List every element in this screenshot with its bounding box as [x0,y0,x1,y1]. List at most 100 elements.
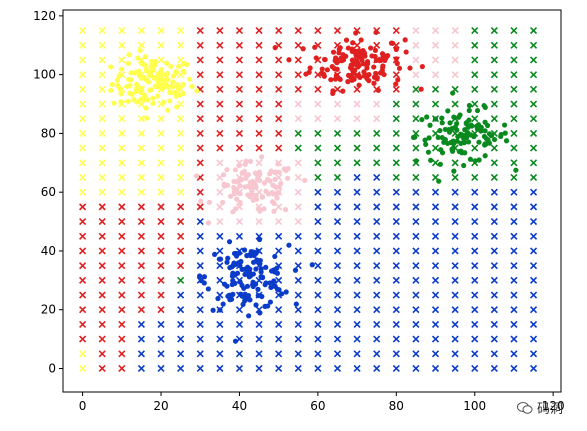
grid-marker [451,173,459,182]
cluster-point-yellow [167,98,173,104]
cluster-point-green [478,128,484,134]
grid-marker [79,129,87,137]
grid-marker [255,85,263,93]
grid-marker [373,159,381,167]
cluster-point-red [388,40,395,46]
cluster-point-red [328,77,334,83]
y-tick-label: 120 [33,9,56,23]
grid-marker [333,203,342,211]
grid-marker [177,115,185,123]
cluster-point-blue [225,255,231,261]
cluster-point-red [353,30,359,36]
cluster-point-red [336,50,342,56]
grid-marker [510,144,518,152]
cluster-point-blue [267,280,273,286]
grid-marker [294,276,302,284]
grid-marker [333,335,342,343]
cluster-point-green [450,90,456,96]
grid-marker [275,218,283,226]
cluster-point-blue [226,239,233,245]
grid-marker [255,335,263,343]
cluster-point-red [349,48,355,54]
grid-marker [255,115,263,123]
grid-marker [79,276,87,284]
grid-marker [98,364,106,373]
grid-marker [333,291,342,299]
grid-marker [216,27,224,35]
cluster-point-pink [276,184,282,190]
grid-marker [235,71,244,79]
grid-marker [431,291,440,299]
cluster-point-blue [237,279,243,285]
grid-marker [275,203,283,211]
grid-marker [79,159,87,167]
grid-marker [510,203,518,211]
grid-marker [529,291,538,299]
grid-marker [392,247,400,255]
cluster-point-yellow [138,85,144,91]
cluster-point-red [361,73,367,79]
cluster-point-pink [255,173,261,179]
cluster-point-blue [257,261,263,267]
cluster-point-yellow [187,76,193,82]
cluster-point-pink [250,178,256,185]
grid-marker [275,276,283,284]
cluster-point-red [330,49,337,55]
cluster-point-red [350,40,356,46]
cluster-point-pink [272,184,279,190]
cluster-point-red [373,29,379,35]
cluster-point-pink [236,163,242,169]
cluster-point-pink [264,176,271,183]
grid-marker [373,364,381,373]
grid-marker [431,159,440,167]
cluster-point-blue [247,297,253,303]
grid-marker [392,320,400,328]
grid-marker [529,100,538,108]
cluster-point-yellow [189,83,195,90]
grid-marker [412,188,420,196]
grid-marker [353,276,361,284]
cluster-point-yellow [152,62,158,68]
grid-marker [118,115,126,123]
grid-marker [98,335,106,343]
grid-marker [235,129,244,137]
cluster-point-pink [257,208,263,214]
cluster-point-pink [275,190,282,196]
grid-marker [157,364,165,373]
grid-marker [510,27,518,35]
grid-marker [353,100,361,108]
grid-marker [98,56,106,64]
grid-marker [373,232,381,240]
grid-marker [431,335,440,343]
cluster-point-green [503,138,510,144]
grid-marker [79,188,87,196]
grid-marker [333,188,342,196]
grid-marker [333,159,342,167]
cluster-point-blue [272,253,278,260]
grid-marker [314,173,322,182]
cluster-point-yellow [134,85,140,92]
grid-marker [490,247,498,255]
grid-marker [490,335,498,343]
cluster-point-green [428,157,434,163]
cluster-point-green [424,114,430,120]
grid-marker [451,232,459,240]
grid-marker [451,276,459,284]
grid-marker [490,218,498,226]
grid-marker [353,306,361,314]
cluster-point-red [334,60,340,66]
grid-marker [451,56,459,64]
grid-marker [255,159,263,167]
cluster-point-green [451,168,457,174]
cluster-point-yellow [114,77,121,83]
grid-marker [314,262,322,270]
cluster-point-green [458,148,464,154]
cluster-point-red [337,76,343,82]
grid-marker [196,203,204,211]
grid-markers [79,27,538,373]
grid-marker [216,232,224,240]
grid-marker [98,188,106,196]
grid-marker [157,56,165,64]
grid-marker [157,262,165,270]
grid-marker [431,56,440,64]
